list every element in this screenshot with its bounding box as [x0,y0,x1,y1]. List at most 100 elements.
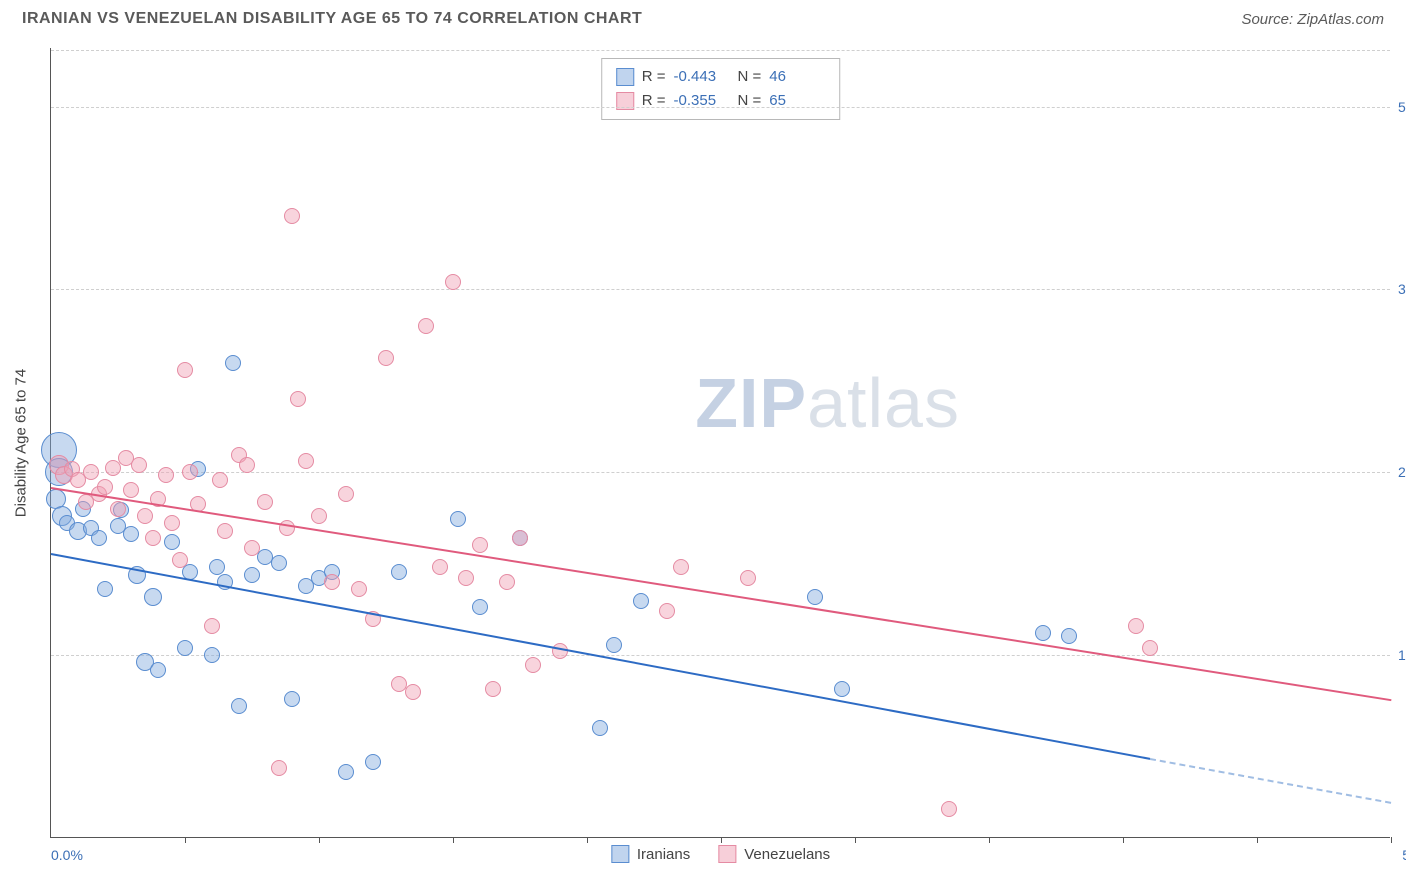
data-point [137,508,153,524]
data-point [131,457,147,473]
data-point [365,754,381,770]
corr-row-iranians: R = -0.443 N = 46 [616,65,826,89]
source-label: Source: ZipAtlas.com [1241,11,1384,28]
data-point [244,567,260,583]
gridline [51,50,1390,51]
legend-iranians: Iranians [611,845,690,863]
data-point [338,764,354,780]
gridline [51,107,1390,108]
x-tick [721,837,722,843]
data-point [338,486,354,502]
data-point [110,501,126,517]
data-point [209,559,225,575]
corr-row-venezuelans: R = -0.355 N = 65 [616,89,826,113]
legend-bottom: Iranians Venezuelans [611,845,830,863]
data-point [405,684,421,700]
data-point [172,552,188,568]
data-point [204,618,220,634]
data-point [1035,625,1051,641]
data-point [740,570,756,586]
x-tick [453,837,454,843]
data-point [472,599,488,615]
data-point [164,534,180,550]
chart-title: IRANIAN VS VENEZUELAN DISABILITY AGE 65 … [22,10,642,28]
y-tick-label: 50.0% [1398,99,1406,115]
data-point [450,511,466,527]
x-tick [185,837,186,843]
data-point [123,526,139,542]
data-point [432,559,448,575]
data-point [324,574,340,590]
trend-line [1150,758,1392,804]
data-point [673,559,689,575]
correlation-box: R = -0.443 N = 46 R = -0.355 N = 65 [601,58,841,120]
data-point [298,453,314,469]
data-point [83,464,99,480]
legend-venezuelans: Venezuelans [718,845,830,863]
x-tick [855,837,856,843]
data-point [284,208,300,224]
data-point [284,691,300,707]
chart-header: IRANIAN VS VENEZUELAN DISABILITY AGE 65 … [0,0,1406,28]
data-point [164,515,180,531]
scatter-chart: ZIPatlas Disability Age 65 to 74 R = -0.… [50,48,1390,838]
data-point [512,530,528,546]
y-tick-label: 37.5% [1398,281,1406,297]
data-point [177,640,193,656]
gridline [51,472,1390,473]
data-point [472,537,488,553]
data-point [311,508,327,524]
x-tick [319,837,320,843]
data-point [204,647,220,663]
data-point [97,479,113,495]
swatch-blue-icon [611,845,629,863]
data-point [271,555,287,571]
data-point [418,318,434,334]
data-point [592,720,608,736]
data-point [231,698,247,714]
data-point [525,657,541,673]
data-point [1142,640,1158,656]
data-point [1128,618,1144,634]
y-axis-label: Disability Age 65 to 74 [13,368,30,516]
data-point [1061,628,1077,644]
data-point [807,589,823,605]
y-tick-label: 12.5% [1398,647,1406,663]
data-point [606,637,622,653]
data-point [150,662,166,678]
data-point [378,350,394,366]
data-point [271,760,287,776]
swatch-blue [616,68,634,86]
data-point [351,581,367,597]
data-point [105,460,121,476]
data-point [144,588,162,606]
x-tick [587,837,588,843]
data-point [445,274,461,290]
x-max-label: 50.0% [1402,847,1406,863]
watermark: ZIPatlas [695,363,960,443]
data-point [145,530,161,546]
x-tick [1257,837,1258,843]
data-point [257,494,273,510]
data-point [391,564,407,580]
data-point [659,603,675,619]
data-point [239,457,255,473]
data-point [941,801,957,817]
gridline [51,289,1390,290]
data-point [485,681,501,697]
swatch-pink-icon [718,845,736,863]
data-point [279,520,295,536]
data-point [97,581,113,597]
y-tick-label: 25.0% [1398,464,1406,480]
data-point [633,593,649,609]
data-point [123,482,139,498]
trend-line [51,487,1391,701]
data-point [182,464,198,480]
data-point [91,530,107,546]
x-min-label: 0.0% [51,847,83,863]
data-point [225,355,241,371]
data-point [177,362,193,378]
data-point [212,472,228,488]
x-tick [1391,837,1392,843]
data-point [834,681,850,697]
